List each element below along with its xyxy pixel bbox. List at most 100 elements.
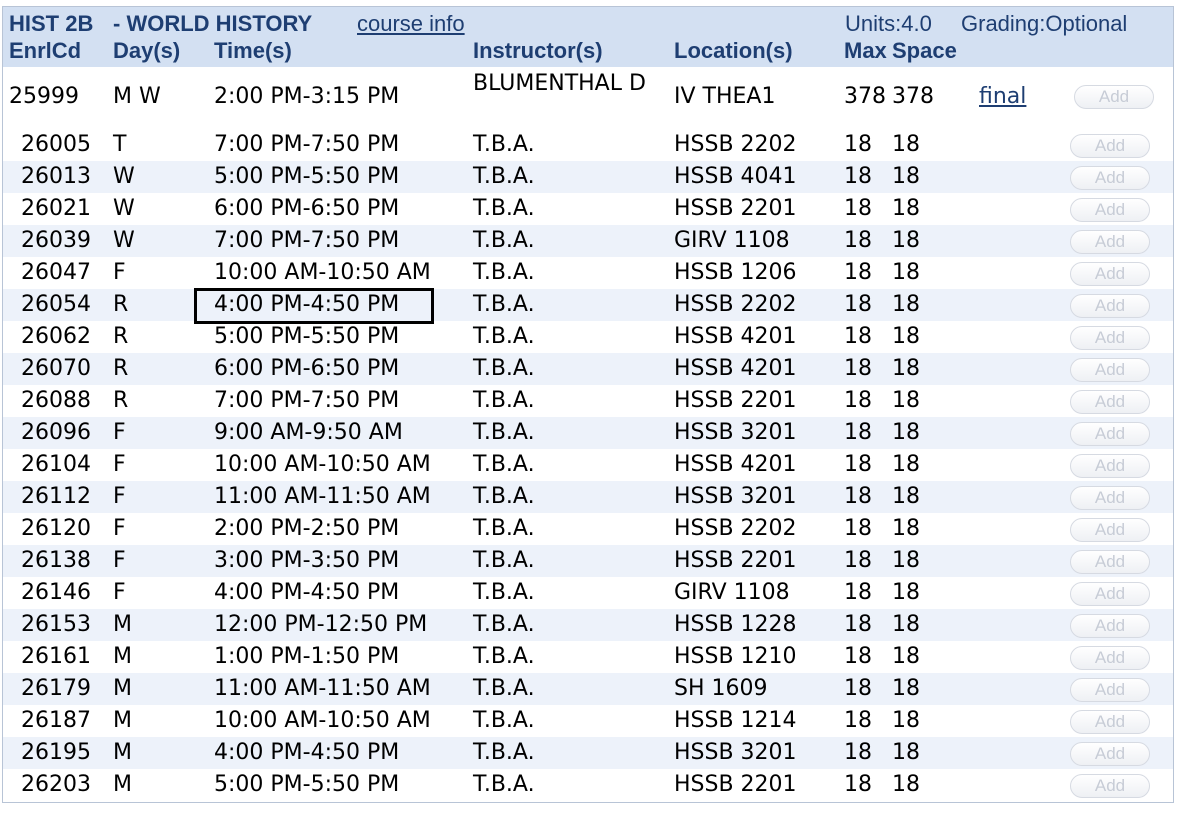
lecture-max: 378 — [844, 84, 886, 109]
section-row: 26062 R 5:00 PM-5:50 PM T.B.A. HSSB 4201 18 18… — [3, 321, 1173, 353]
section-days: F — [113, 484, 126, 509]
add-button[interactable]: Add — [1070, 358, 1150, 382]
section-space: 18 — [892, 708, 920, 733]
section-row: 26054 R 4:00 PM-4:50 PM T.B.A. HSSB 2202 18 18… — [3, 289, 1173, 321]
section-enrlcd: 26112 — [21, 484, 91, 509]
section-enrlcd: 26013 — [21, 164, 91, 189]
add-button[interactable]: Add — [1070, 678, 1150, 702]
section-days: F — [113, 548, 126, 573]
section-location: HSSB 1214 — [674, 708, 797, 733]
lecture-days: M W — [113, 84, 161, 109]
add-button[interactable]: Add — [1070, 550, 1150, 574]
section-time: 5:00 PM-5:50 PM — [214, 324, 400, 349]
section-time: 12:00 PM-12:50 PM — [214, 612, 428, 637]
section-row: 26013 W 5:00 PM-5:50 PM T.B.A. HSSB 4041 18 18… — [3, 161, 1173, 193]
section-enrlcd: 26039 — [21, 228, 91, 253]
section-time: 2:00 PM-2:50 PM — [214, 516, 400, 541]
section-instructor: T.B.A. — [473, 740, 535, 765]
section-location: SH 1609 — [674, 676, 768, 701]
col-header-days: Day(s) — [113, 38, 181, 63]
section-instructor: T.B.A. — [473, 612, 535, 637]
section-row: 26195 M 4:00 PM-4:50 PM T.B.A. HSSB 3201 18 18… — [3, 737, 1173, 769]
add-button[interactable]: Add — [1070, 742, 1150, 766]
add-button[interactable]: Add — [1070, 518, 1150, 542]
section-enrlcd: 26138 — [21, 548, 91, 573]
section-instructor: T.B.A. — [473, 132, 535, 157]
add-button[interactable]: Add — [1070, 294, 1150, 318]
section-days: F — [113, 580, 126, 605]
section-enrlcd: 26161 — [21, 644, 91, 669]
section-instructor: T.B.A. — [473, 708, 535, 733]
add-button[interactable]: Add — [1070, 582, 1150, 606]
section-time: 3:00 PM-3:50 PM — [214, 548, 400, 573]
section-row: 26096 F 9:00 AM-9:50 AM T.B.A. HSSB 3201 18 18… — [3, 417, 1173, 449]
section-time: 4:00 PM-4:50 PM — [214, 580, 400, 605]
section-location: HSSB 3201 — [674, 484, 797, 509]
section-space: 18 — [892, 164, 920, 189]
section-max: 18 — [844, 612, 872, 637]
section-time: 4:00 PM-4:50 PM — [214, 292, 400, 317]
section-row: 26112 F 11:00 AM-11:50 AM T.B.A. HSSB 3201 18… — [3, 481, 1173, 513]
section-space: 18 — [892, 420, 920, 445]
section-max: 18 — [844, 452, 872, 477]
add-button[interactable]: Add — [1070, 198, 1150, 222]
section-time: 10:00 AM-10:50 AM — [214, 708, 431, 733]
add-button[interactable]: Add — [1070, 422, 1150, 446]
section-space: 18 — [892, 132, 920, 157]
section-location: GIRV 1108 — [674, 580, 790, 605]
section-time: 10:00 AM-10:50 AM — [214, 452, 431, 477]
section-location: HSSB 2201 — [674, 196, 797, 221]
section-days: F — [113, 516, 126, 541]
add-button[interactable]: Add — [1070, 454, 1150, 478]
section-row: 26088 R 7:00 PM-7:50 PM T.B.A. HSSB 2201 18 18… — [3, 385, 1173, 417]
section-location: HSSB 2201 — [674, 548, 797, 573]
add-button[interactable]: Add — [1070, 390, 1150, 414]
section-max: 18 — [844, 324, 872, 349]
add-button[interactable]: Add — [1070, 774, 1150, 798]
add-button[interactable]: Add — [1070, 134, 1150, 158]
section-row: 26021 W 6:00 PM-6:50 PM T.B.A. HSSB 2201 18 18… — [3, 193, 1173, 225]
section-instructor: T.B.A. — [473, 548, 535, 573]
section-location: HSSB 2201 — [674, 388, 797, 413]
add-button[interactable]: Add — [1070, 486, 1150, 510]
section-row: 26120 F 2:00 PM-2:50 PM T.B.A. HSSB 2202 18 18… — [3, 513, 1173, 545]
section-location: HSSB 4201 — [674, 324, 797, 349]
section-enrlcd: 26187 — [21, 708, 91, 733]
section-space: 18 — [892, 388, 920, 413]
section-row: 26161 M 1:00 PM-1:50 PM T.B.A. HSSB 1210 18 18… — [3, 641, 1173, 673]
section-days: R — [113, 356, 129, 381]
add-button[interactable]: Add — [1070, 646, 1150, 670]
section-max: 18 — [844, 644, 872, 669]
add-button[interactable]: Add — [1070, 614, 1150, 638]
section-max: 18 — [844, 772, 872, 797]
add-button[interactable]: Add — [1070, 230, 1150, 254]
section-max: 18 — [844, 132, 872, 157]
section-days: W — [113, 164, 135, 189]
section-row: 26005 T 7:00 PM-7:50 PM T.B.A. HSSB 2202 18 18… — [3, 129, 1173, 161]
section-days: M — [113, 740, 132, 765]
section-space: 18 — [892, 612, 920, 637]
course-info-link[interactable]: course info — [357, 11, 465, 36]
section-max: 18 — [844, 708, 872, 733]
section-days: W — [113, 196, 135, 221]
section-max: 18 — [844, 356, 872, 381]
add-button[interactable]: Add — [1070, 326, 1150, 350]
add-button[interactable]: Add — [1074, 85, 1154, 109]
final-link[interactable]: final — [979, 84, 1027, 109]
section-row: 26047 F 10:00 AM-10:50 AM T.B.A. HSSB 1206 18… — [3, 257, 1173, 289]
section-instructor: T.B.A. — [473, 676, 535, 701]
section-enrlcd: 26153 — [21, 612, 91, 637]
section-space: 18 — [892, 580, 920, 605]
lecture-enrlcd: 25999 — [9, 84, 79, 109]
section-space: 18 — [892, 740, 920, 765]
section-space: 18 — [892, 484, 920, 509]
grading-label: Grading:Optional — [961, 11, 1128, 36]
section-enrlcd: 26070 — [21, 356, 91, 381]
section-instructor: T.B.A. — [473, 580, 535, 605]
add-button[interactable]: Add — [1070, 710, 1150, 734]
section-max: 18 — [844, 292, 872, 317]
add-button[interactable]: Add — [1070, 262, 1150, 286]
course-title: - WORLD HISTORY — [113, 11, 313, 36]
section-time: 7:00 PM-7:50 PM — [214, 228, 400, 253]
add-button[interactable]: Add — [1070, 166, 1150, 190]
